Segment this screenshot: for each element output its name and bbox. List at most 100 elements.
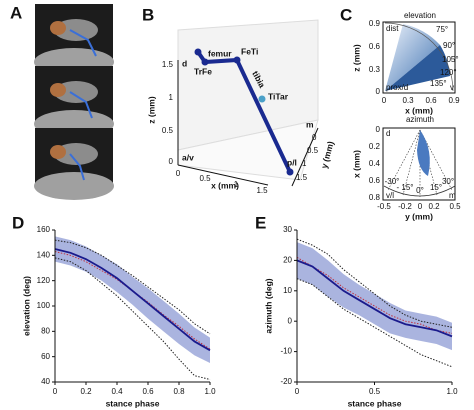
- tick-label: 0: [169, 157, 174, 166]
- tick-label: 0.3: [369, 65, 381, 74]
- tick-label: 0.3: [402, 96, 414, 105]
- corner-label: v/l: [386, 191, 394, 200]
- tick-label: -0.5: [377, 202, 391, 211]
- tick-label: 0.9: [448, 96, 460, 105]
- tick-label: 0.9: [369, 19, 381, 28]
- subplot-title: azimuth: [406, 115, 434, 124]
- tick-label: 0.5: [199, 174, 211, 183]
- y-tick-label: 0: [288, 316, 293, 325]
- panel-letter: D: [12, 213, 24, 232]
- tick-label: 0.6: [425, 96, 437, 105]
- angle-label: 30°: [442, 177, 454, 186]
- angle-label: 75°: [436, 25, 448, 34]
- leg-3d-plot: [177, 19, 319, 187]
- x-tick-label: 1.0: [204, 387, 216, 396]
- axes: [296, 230, 452, 383]
- corner-label: prox/d: [386, 83, 408, 92]
- axis-label: x (mm): [351, 150, 361, 178]
- y-axis-label: azimuth (deg): [263, 278, 273, 333]
- tick-label: 0.5: [307, 146, 319, 155]
- tick-label: 1: [234, 180, 239, 189]
- axis-label: x (mm): [405, 105, 433, 115]
- tick-label: 0: [376, 125, 381, 134]
- mean-line: [54, 248, 211, 352]
- tick-label: 1.5: [256, 186, 268, 195]
- panel-letter: B: [142, 5, 154, 24]
- tick-label: 1: [169, 93, 174, 102]
- tick-label: 0.8: [369, 193, 381, 202]
- angle-label: -30°: [385, 177, 400, 186]
- fly-photos: [34, 4, 114, 200]
- panel-letter: A: [10, 3, 22, 22]
- corner-label: d: [386, 129, 390, 138]
- y-tick-label: 20: [283, 256, 292, 265]
- x-axis-label: stance phase: [106, 398, 160, 408]
- angle-label: 105°: [442, 55, 459, 64]
- axis-label: y (mm): [319, 140, 336, 170]
- tick-label: 1.5: [162, 60, 174, 69]
- tick-label: 0.2: [428, 202, 440, 211]
- axis-label: x (mm): [211, 180, 239, 190]
- y-tick-label: 10: [283, 286, 292, 295]
- corner-label: v: [450, 83, 454, 92]
- tick-label: 1: [302, 159, 307, 168]
- x-tick-label: 0.2: [80, 387, 92, 396]
- tick-label: 0.5: [162, 126, 174, 135]
- angle-label: 135°: [430, 79, 447, 88]
- tick-label: 0.6: [369, 176, 381, 185]
- y-tick-label: 60: [41, 352, 50, 361]
- tick-label: 0.2: [369, 142, 381, 151]
- joint-label: femur: [208, 48, 232, 58]
- panel-letter: C: [340, 5, 352, 24]
- tick-label: -0.2: [398, 202, 412, 211]
- tick-label: 0: [418, 202, 423, 211]
- x-tick-label: 0: [295, 387, 300, 396]
- trace-line: [54, 257, 211, 380]
- tick-label: 0.6: [369, 42, 381, 51]
- tick-label: 1.5: [296, 173, 308, 182]
- x-tick-label: 0.4: [111, 387, 123, 396]
- x-tick-label: 0.6: [142, 387, 154, 396]
- joint-label: FeTi: [241, 46, 258, 56]
- elevation-plot: [382, 21, 456, 94]
- y-tick-label: -10: [280, 347, 292, 356]
- mean-line: [296, 259, 453, 338]
- axis-label: y (mm): [405, 211, 433, 221]
- tick-label: 0: [376, 87, 381, 96]
- trace-line: [296, 256, 453, 334]
- angle-label: - 15°: [397, 183, 414, 192]
- y-tick-label: 100: [37, 301, 51, 310]
- axes: [54, 230, 210, 383]
- y-tick-label: 160: [37, 225, 51, 234]
- subplot-title: elevation: [404, 11, 436, 20]
- direction-label: a/v: [182, 152, 194, 162]
- x-axis-label: stance phase: [348, 398, 402, 408]
- x-tick-label: 0.5: [369, 387, 381, 396]
- tick-label: 0.5: [449, 202, 461, 211]
- tick-label: 0: [312, 133, 317, 142]
- y-tick-label: 30: [283, 225, 292, 234]
- panel-letter: E: [255, 213, 266, 232]
- y-tick-label: 140: [37, 250, 51, 259]
- tick-label: 0: [176, 169, 181, 178]
- corner-label: dist: [386, 24, 399, 33]
- angle-label: 120°: [440, 68, 457, 77]
- direction-label: p/l: [287, 157, 297, 167]
- joint-label: TrFe: [194, 66, 212, 76]
- y-tick-label: 40: [41, 377, 50, 386]
- azimuth-plot: [382, 127, 456, 201]
- axis-label: z (mm): [351, 44, 361, 72]
- trace-line: [54, 239, 211, 335]
- tick-label: 0: [382, 96, 387, 105]
- y-tick-label: -20: [280, 377, 292, 386]
- angle-label: 0°: [416, 186, 424, 195]
- corner-label: m: [449, 191, 456, 200]
- angle-label: 15°: [430, 183, 442, 192]
- x-tick-label: 1.0: [446, 387, 458, 396]
- direction-label: d: [182, 58, 187, 68]
- x-tick-label: 0.8: [173, 387, 185, 396]
- direction-label: m: [306, 119, 314, 129]
- y-axis-label: elevation (deg): [21, 276, 31, 336]
- axis-label: z (mm): [146, 96, 156, 124]
